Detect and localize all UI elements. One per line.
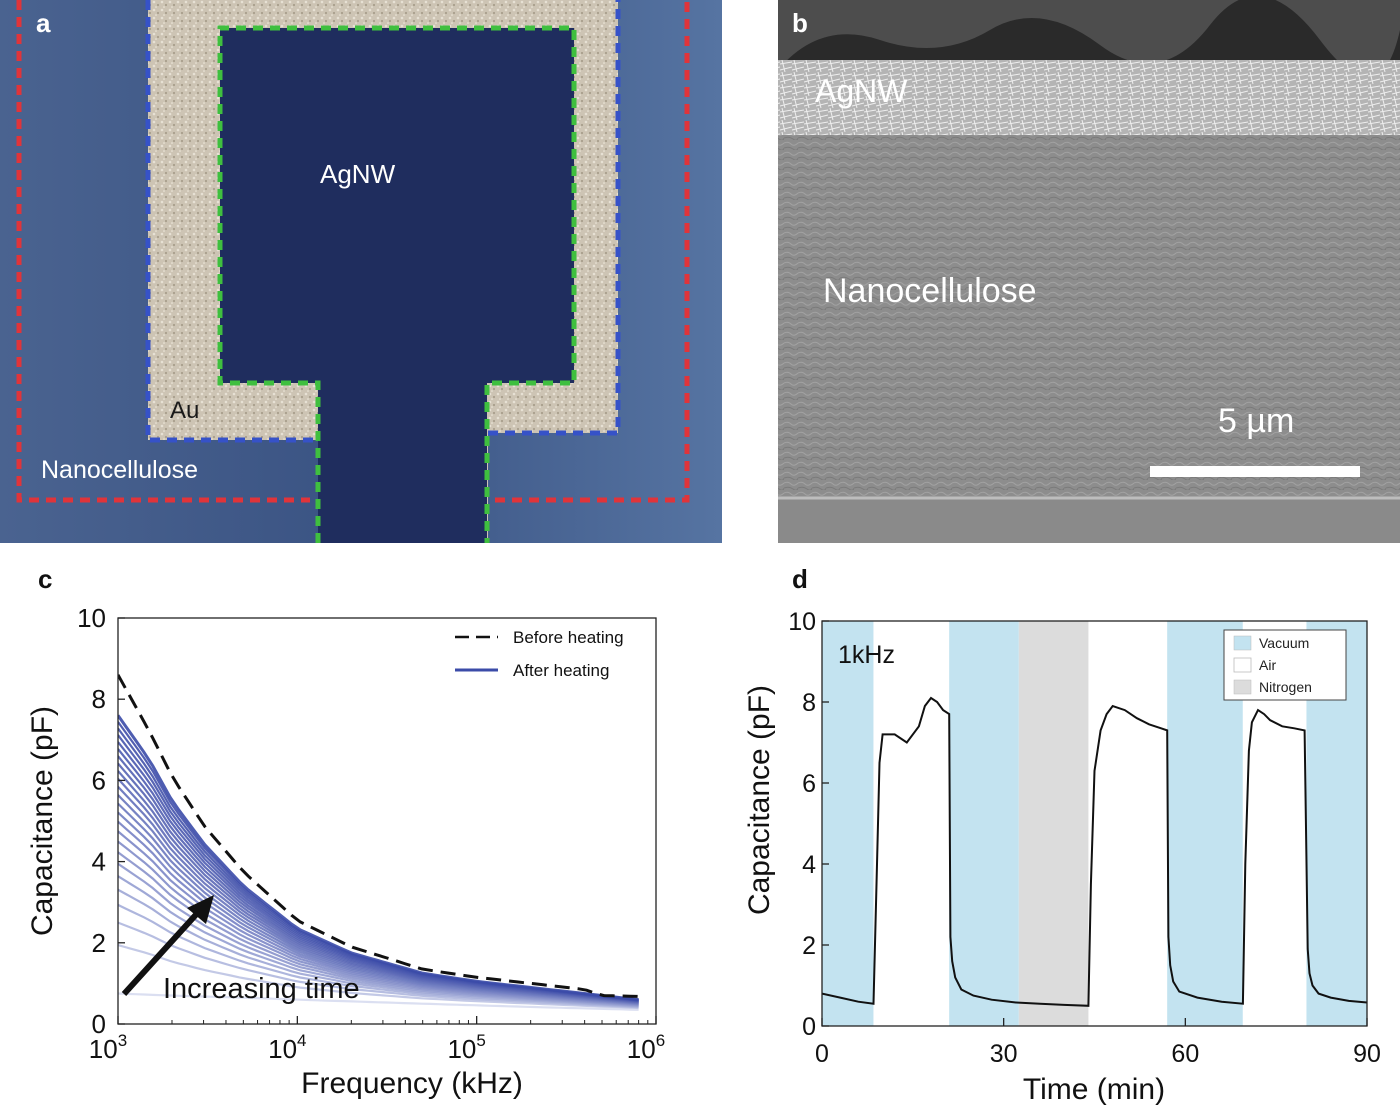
environment-region-air [1088, 621, 1168, 1026]
panel-b-agnw-label: AgNW [815, 73, 908, 109]
panel-a-agnw-electrode [220, 28, 574, 543]
panel-c-axes-frame [117, 617, 657, 1025]
panel-a-agnw-outline [217, 25, 577, 543]
x-tick-label: 104 [268, 1031, 306, 1064]
panel-d-legend-air-swatch [1233, 657, 1252, 673]
environment-region-air [873, 621, 950, 1026]
environment-region-nitrogen [1018, 621, 1089, 1026]
y-tick-label: 2 [802, 932, 816, 960]
panel-d-legend-nitrogen-swatch [1233, 679, 1252, 695]
before-heating-curve [118, 674, 639, 998]
x-tick-base: 10 [268, 1034, 297, 1064]
panel-d-legend-air-label: Air [1259, 657, 1276, 673]
x-tick-label: 106 [627, 1031, 665, 1064]
panel-d-ticks: 0 2 4 6 8 10 0 30 60 90 [788, 608, 1381, 1068]
after-heating-curve [118, 992, 639, 1011]
x-tick-label: 30 [990, 1040, 1018, 1068]
panel-c-letter: c [38, 564, 52, 594]
panel-a-nanocellulose-outline [16, 0, 690, 503]
x-tick-base: 10 [89, 1034, 118, 1064]
panel-d-legend-nitrogen-label: Nitrogen [1259, 679, 1312, 695]
panel-b-nanocellulose-label: Nanocellulose [823, 272, 1037, 310]
y-tick-label: 10 [77, 603, 106, 633]
panel-d-xlabel: Time (min) [1023, 1073, 1165, 1106]
y-tick-label: 8 [802, 689, 816, 717]
panel-c-legend-after-label: After heating [513, 661, 609, 680]
y-tick-label: 4 [802, 851, 816, 879]
x-tick-label: 0 [815, 1040, 829, 1068]
x-tick-label: 60 [1171, 1040, 1199, 1068]
x-tick-label: 105 [447, 1031, 485, 1064]
panel-d-legend-vacuum-label: Vacuum [1259, 635, 1309, 651]
panel-a-au-outline [145, 0, 621, 443]
x-tick-base: 10 [447, 1034, 476, 1064]
panel-b-scale-bar [1150, 466, 1360, 477]
panel-a-letter: a [36, 8, 51, 38]
y-tick-label: 10 [788, 608, 816, 636]
x-tick-exponent: 6 [656, 1031, 665, 1050]
panel-b-fibre-haze [778, 0, 1400, 78]
y-tick-label: 8 [92, 684, 106, 714]
panel-d-legend-vacuum-swatch [1233, 635, 1252, 651]
x-tick-label: 103 [89, 1031, 127, 1064]
panel-b-scale-label: 5 µm [1218, 402, 1294, 440]
panel-d-annotation: 1kHz [838, 641, 895, 669]
panel-c-xlabel: Frequency (kHz) [301, 1067, 523, 1100]
panel-a-micrograph: a AgNW Au Nanocellulose [0, 0, 722, 543]
y-tick-label: 6 [92, 765, 106, 795]
panel-b-substrate-layer [778, 497, 1400, 543]
y-tick-label: 0 [802, 1013, 816, 1041]
panel-b-letter: b [792, 8, 808, 38]
x-tick-exponent: 3 [118, 1031, 127, 1050]
panel-a-nanocellulose-label: Nanocellulose [41, 456, 198, 484]
panel-a-agnw-label: AgNW [320, 159, 396, 189]
x-tick-exponent: 4 [297, 1031, 306, 1050]
y-tick-label: 0 [92, 1009, 106, 1039]
panel-c-time-arrow-head [187, 895, 214, 924]
x-tick-base: 10 [627, 1034, 656, 1064]
panel-d-axes-frame [821, 620, 1368, 1027]
panel-d-ylabel: Capacitance (pF) [743, 685, 776, 915]
panel-c-time-arrow [121, 905, 205, 997]
y-tick-label: 2 [92, 928, 106, 958]
panel-b-nanocellulose-layer [778, 135, 1400, 497]
y-tick-label: 4 [92, 847, 106, 877]
environment-region-vacuum [822, 621, 874, 1026]
after-heating-curve [118, 944, 639, 1010]
x-tick-label: 90 [1353, 1040, 1381, 1068]
panel-b-sem-image: b AgNW Nanocellulose 5 µm [778, 0, 1400, 543]
capacitance-trace [822, 696, 1367, 1007]
panel-a-au-label: Au [170, 397, 199, 424]
panel-c-legend-before-label: Before heating [513, 628, 624, 647]
y-tick-label: 6 [802, 770, 816, 798]
panel-b-agnw-layer [778, 60, 1400, 140]
environment-region-vacuum [949, 621, 1019, 1026]
x-tick-exponent: 5 [476, 1031, 485, 1050]
panel-c-plot-area [118, 674, 639, 1011]
after-heating-curve [118, 714, 639, 1002]
panel-d-chart: d 0 2 4 6 8 10 0 30 60 90 1kHz Vacuum Air Nitroge… [743, 564, 1381, 1106]
panel-c-annotation: Increasing time [163, 973, 360, 1005]
panel-d-letter: d [792, 564, 808, 594]
panel-c-ylabel: Capacitance (pF) [26, 706, 59, 936]
